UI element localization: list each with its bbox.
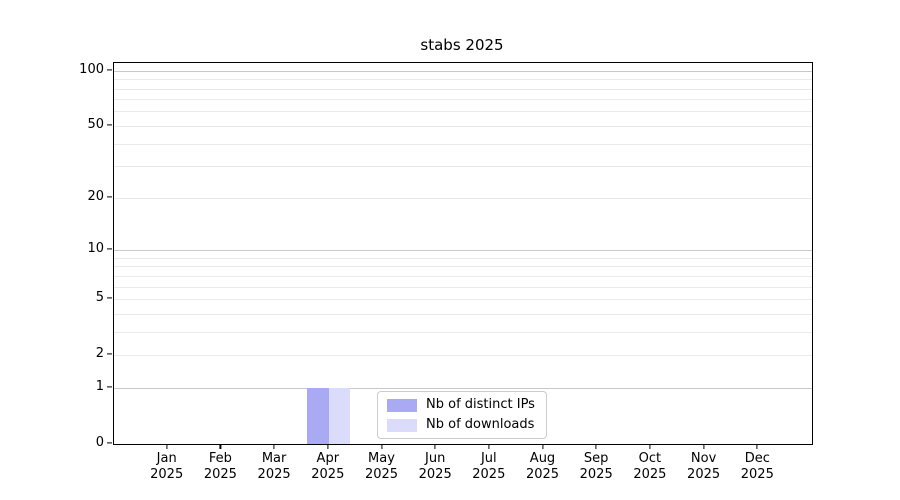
x-tick-mark-apr-2025 [327, 443, 329, 449]
legend-label-downloads: Nb of downloads [426, 417, 535, 432]
gridline-minor-9 [114, 257, 812, 259]
gridline-minor-5 [114, 299, 812, 300]
y-tick-mark-100 [107, 69, 112, 71]
gridline-minor-7 [114, 275, 812, 277]
bar-nb-of-distinct-ips-apr-2025 [307, 387, 329, 444]
x-tick-label-mar-2025: Mar 2025 [257, 451, 291, 482]
y-tick-label-2: 2 [95, 346, 104, 362]
x-tick-label-jun-2025: Jun 2025 [418, 451, 452, 482]
y-tick-mark-0 [107, 442, 112, 444]
x-tick-mark-dec-2025 [756, 443, 758, 449]
y-tick-mark-50 [107, 124, 112, 126]
gridline-minor-70 [114, 99, 812, 101]
gridline-minor-40 [114, 143, 812, 145]
y-tick-label-10: 10 [87, 241, 104, 256]
gridline-minor-6 [114, 286, 812, 288]
y-tick-label-100: 100 [79, 61, 104, 77]
y-tick-mark-2 [107, 353, 112, 355]
x-tick-label-nov-2025: Nov 2025 [687, 451, 721, 482]
legend-label-distinct-ips: Nb of distinct IPs [426, 397, 535, 412]
x-tick-label-sep-2025: Sep 2025 [579, 451, 613, 482]
y-tick-mark-5 [107, 297, 112, 299]
x-tick-mark-nov-2025 [703, 443, 705, 449]
gridline-minor-60 [114, 111, 812, 113]
y-tick-label-50: 50 [87, 116, 104, 132]
legend-entry-distinct-ips: Nb of distinct IPs [387, 397, 537, 413]
gridline-minor-30 [114, 166, 812, 168]
x-tick-mark-mar-2025 [273, 443, 275, 449]
gridline-minor-3 [114, 331, 812, 333]
legend-swatch-distinct-ips [387, 398, 417, 412]
x-tick-label-feb-2025: Feb 2025 [203, 451, 237, 482]
x-tick-mark-sep-2025 [595, 443, 597, 449]
bar-nb-of-downloads-apr-2025 [328, 387, 351, 444]
y-tick-label-5: 5 [95, 290, 104, 305]
y-tick-label-0: 0 [95, 435, 104, 450]
y-tick-label-1: 1 [95, 378, 104, 394]
x-tick-mark-oct-2025 [649, 443, 651, 449]
x-tick-mark-feb-2025 [219, 443, 221, 449]
chart-title: stabs 2025 [420, 36, 504, 54]
x-tick-label-apr-2025: Apr 2025 [311, 451, 345, 482]
gridline-minor-90 [114, 79, 812, 81]
gridline-major-1 [114, 387, 812, 389]
x-tick-mark-aug-2025 [541, 443, 544, 449]
x-tick-mark-jan-2025 [166, 443, 168, 449]
gridline-minor-50 [114, 125, 812, 127]
gridline-minor-8 [114, 266, 812, 268]
plot-area: Nb of distinct IPs Nb of downloads [113, 62, 813, 445]
gridline-minor-80 [114, 88, 812, 90]
gridline-major-100 [114, 70, 812, 72]
gridline-minor-4 [114, 313, 812, 315]
x-tick-label-oct-2025: Oct 2025 [633, 451, 667, 482]
y-tick-label-20: 20 [87, 188, 104, 204]
legend: Nb of distinct IPs Nb of downloads [377, 391, 547, 439]
gridline-major-10 [114, 250, 812, 251]
x-tick-mark-jun-2025 [434, 443, 436, 449]
x-tick-label-jan-2025: Jan 2025 [150, 451, 184, 482]
legend-swatch-downloads [387, 418, 417, 432]
x-tick-label-jul-2025: Jul 2025 [472, 451, 506, 482]
gridline-minor-2 [114, 355, 812, 357]
x-tick-label-may-2025: May 2025 [364, 451, 399, 482]
y-tick-mark-1 [107, 386, 112, 388]
x-tick-label-dec-2025: Dec 2025 [740, 451, 774, 482]
x-tick-mark-may-2025 [380, 443, 383, 449]
x-tick-label-aug-2025: Aug 2025 [525, 451, 560, 482]
x-tick-mark-jul-2025 [488, 443, 490, 449]
gridline-minor-20 [114, 197, 812, 199]
legend-entry-downloads: Nb of downloads [387, 417, 537, 433]
y-tick-mark-10 [107, 248, 112, 250]
y-tick-mark-20 [107, 196, 112, 198]
